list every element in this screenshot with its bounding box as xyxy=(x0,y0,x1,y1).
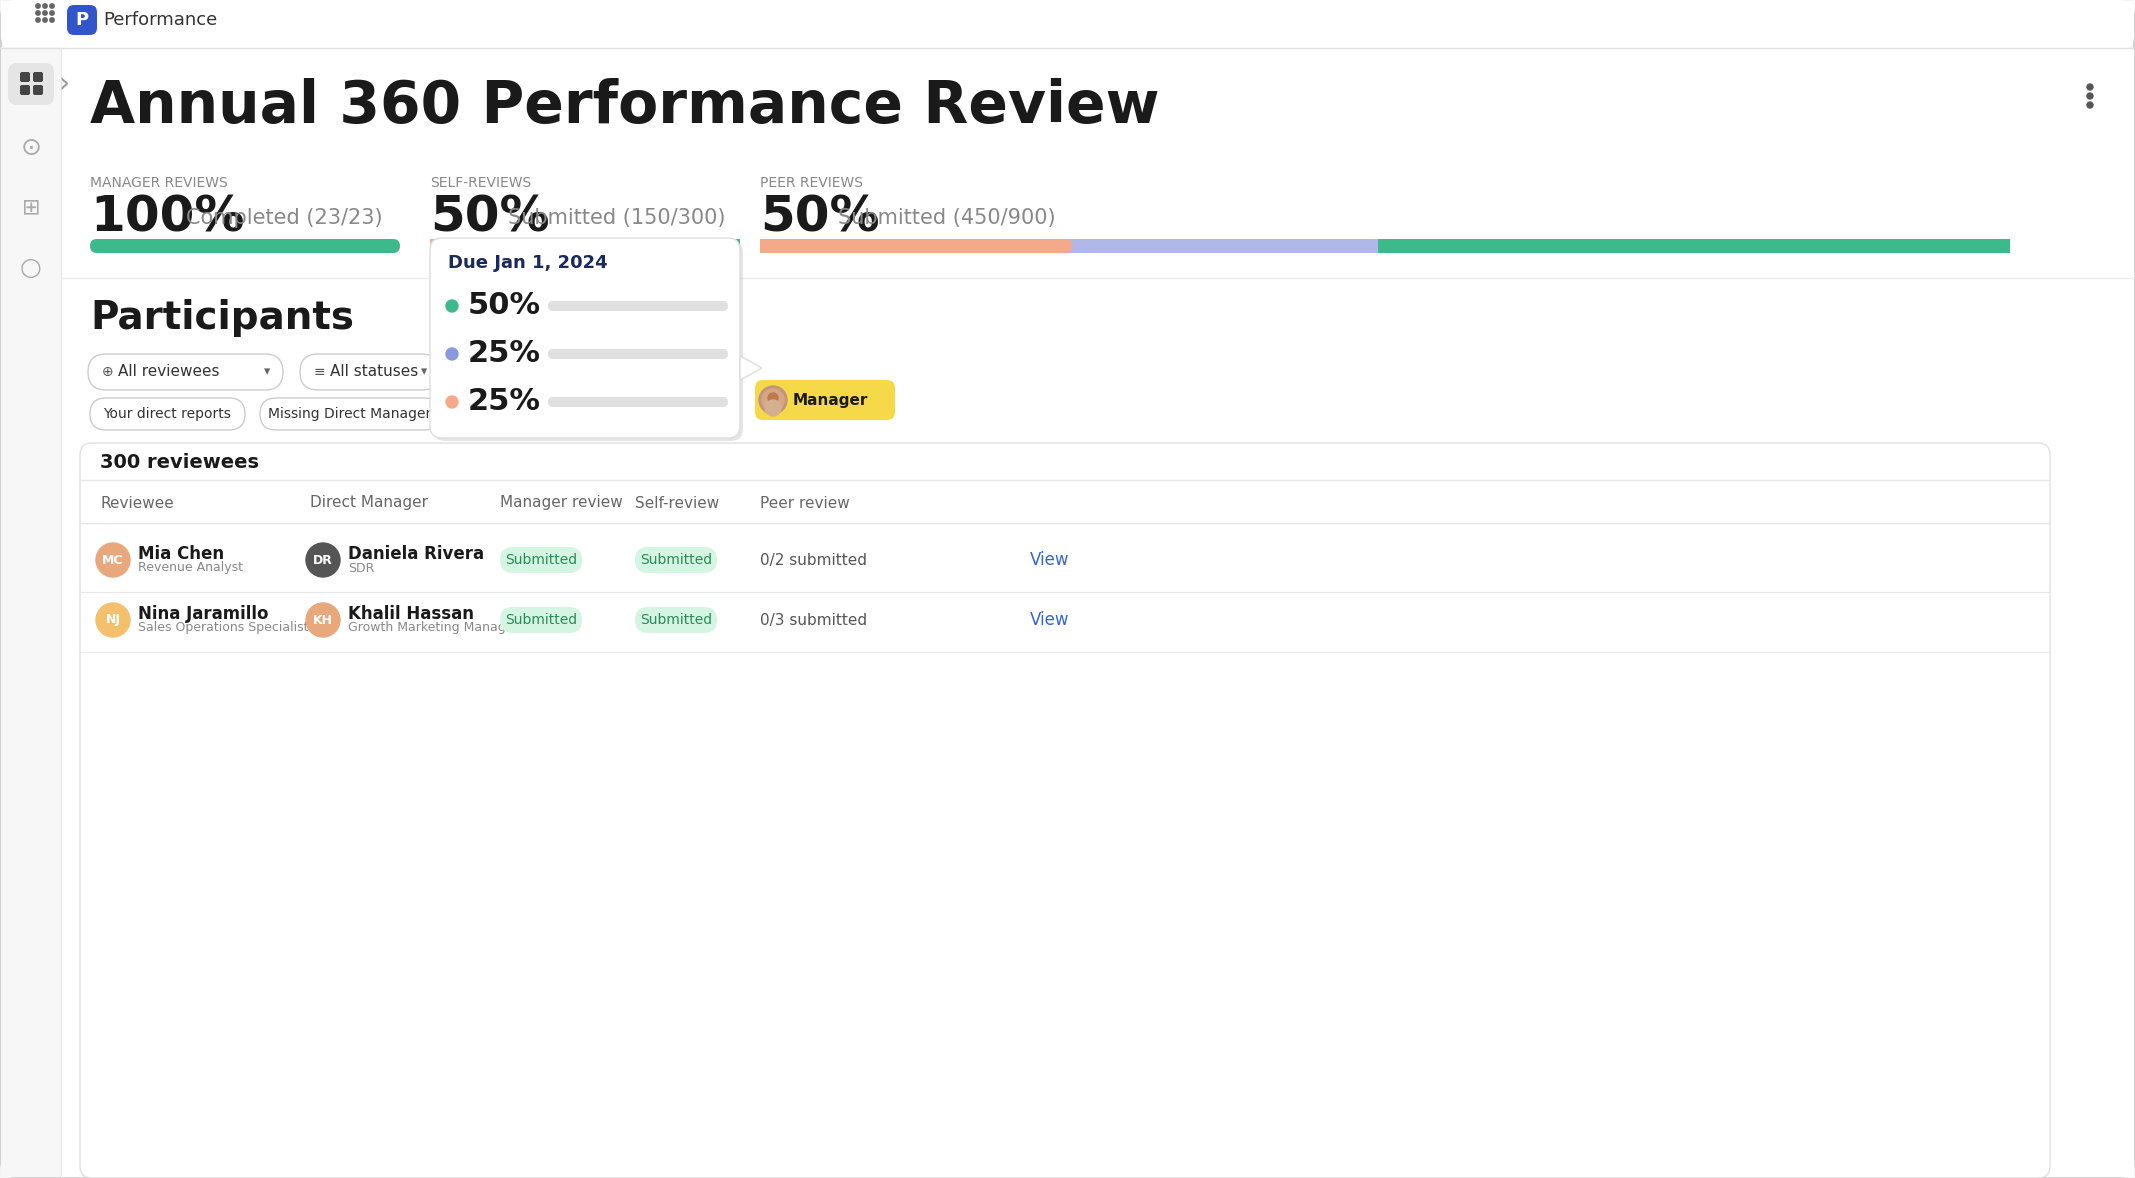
Bar xyxy=(500,239,591,253)
Circle shape xyxy=(305,543,339,577)
FancyBboxPatch shape xyxy=(549,302,728,311)
FancyBboxPatch shape xyxy=(301,355,440,390)
Text: 0/2 submitted: 0/2 submitted xyxy=(760,552,867,568)
Circle shape xyxy=(96,603,130,637)
FancyBboxPatch shape xyxy=(66,5,96,35)
Circle shape xyxy=(2088,93,2092,99)
Text: 50%: 50% xyxy=(468,291,540,320)
FancyBboxPatch shape xyxy=(1386,239,2009,253)
Circle shape xyxy=(49,11,53,15)
Circle shape xyxy=(96,543,130,577)
Text: Daniela Rivera: Daniela Rivera xyxy=(348,545,485,563)
Circle shape xyxy=(36,4,41,8)
Text: ≡: ≡ xyxy=(314,365,327,379)
Text: NJ: NJ xyxy=(105,614,120,627)
Text: P: P xyxy=(75,11,88,29)
Text: PEER REVIEWS: PEER REVIEWS xyxy=(760,176,863,190)
Text: Annual 360 Performance Review: Annual 360 Performance Review xyxy=(90,78,1159,134)
FancyBboxPatch shape xyxy=(500,547,583,573)
Text: Growth Marketing Manager: Growth Marketing Manager xyxy=(348,622,519,635)
Circle shape xyxy=(446,300,459,312)
Circle shape xyxy=(305,603,339,637)
Text: DR: DR xyxy=(314,554,333,567)
Text: All reviewees: All reviewees xyxy=(117,364,220,379)
Text: Submitted: Submitted xyxy=(640,552,713,567)
Text: ▾: ▾ xyxy=(265,365,271,378)
Text: View: View xyxy=(1029,611,1070,629)
Text: ⊞: ⊞ xyxy=(21,198,41,218)
Text: ⊙: ⊙ xyxy=(21,135,41,160)
Bar xyxy=(1065,239,1392,253)
FancyBboxPatch shape xyxy=(260,398,440,430)
Text: 25%: 25% xyxy=(468,339,540,369)
FancyBboxPatch shape xyxy=(32,72,43,82)
Text: Submitted: Submitted xyxy=(640,613,713,627)
Text: Missing Direct Manager: Missing Direct Manager xyxy=(269,408,431,421)
Bar xyxy=(760,239,1080,253)
FancyBboxPatch shape xyxy=(634,547,717,573)
FancyBboxPatch shape xyxy=(32,85,43,95)
FancyBboxPatch shape xyxy=(429,238,741,438)
Text: Revenue Analyst: Revenue Analyst xyxy=(139,562,243,575)
Text: 50%: 50% xyxy=(429,194,549,241)
Bar xyxy=(0,47,62,49)
FancyBboxPatch shape xyxy=(19,72,30,82)
Text: View: View xyxy=(1029,551,1070,569)
Text: ›: › xyxy=(58,70,70,98)
Text: Nina Jaramillo: Nina Jaramillo xyxy=(139,605,269,623)
Circle shape xyxy=(769,393,777,403)
Text: ○: ○ xyxy=(19,256,43,280)
FancyBboxPatch shape xyxy=(549,349,728,359)
FancyBboxPatch shape xyxy=(500,607,583,633)
Text: MANAGER REVIEWS: MANAGER REVIEWS xyxy=(90,176,228,190)
Bar xyxy=(429,239,515,253)
Text: 100%: 100% xyxy=(90,194,246,241)
Circle shape xyxy=(36,11,41,15)
Text: Participants: Participants xyxy=(90,299,354,337)
FancyBboxPatch shape xyxy=(549,397,728,408)
Text: KH: KH xyxy=(314,614,333,627)
Polygon shape xyxy=(741,356,762,380)
FancyBboxPatch shape xyxy=(455,398,581,430)
Circle shape xyxy=(760,386,788,413)
Text: Performance: Performance xyxy=(102,11,218,29)
Text: 50%: 50% xyxy=(760,194,880,241)
Text: ⊕: ⊕ xyxy=(102,365,113,379)
Text: MC: MC xyxy=(102,554,124,567)
Text: Mia Chen: Mia Chen xyxy=(139,545,224,563)
Circle shape xyxy=(2088,84,2092,90)
Bar xyxy=(579,239,741,253)
Circle shape xyxy=(43,18,47,22)
Bar xyxy=(0,1,2135,38)
Text: Reviewee: Reviewee xyxy=(100,496,173,510)
Text: Completed (23/23): Completed (23/23) xyxy=(186,209,382,229)
Text: SDR: SDR xyxy=(348,562,374,575)
Circle shape xyxy=(2088,102,2092,108)
Circle shape xyxy=(43,4,47,8)
Circle shape xyxy=(764,401,781,416)
Text: Submitted (150/300): Submitted (150/300) xyxy=(508,209,726,229)
Text: Due Jan 1, 2024: Due Jan 1, 2024 xyxy=(448,254,608,272)
FancyBboxPatch shape xyxy=(760,239,2009,253)
Text: Submitted (450/900): Submitted (450/900) xyxy=(839,209,1055,229)
Text: 0/3 submitted: 0/3 submitted xyxy=(760,613,867,628)
FancyBboxPatch shape xyxy=(585,239,741,253)
Text: Missing peers: Missing peers xyxy=(470,408,566,421)
Circle shape xyxy=(446,396,459,408)
Text: ▾: ▾ xyxy=(421,365,427,378)
FancyBboxPatch shape xyxy=(19,85,30,95)
Text: Manager review: Manager review xyxy=(500,496,623,510)
FancyBboxPatch shape xyxy=(433,241,743,441)
Text: All statuses: All statuses xyxy=(331,364,418,379)
Circle shape xyxy=(43,11,47,15)
FancyBboxPatch shape xyxy=(90,398,246,430)
Bar xyxy=(0,48,62,1177)
Text: Direct Manager: Direct Manager xyxy=(310,496,427,510)
Bar xyxy=(1377,239,2009,253)
Text: Manager: Manager xyxy=(792,392,869,408)
Text: Submitted: Submitted xyxy=(506,613,576,627)
Text: 300 reviewees: 300 reviewees xyxy=(100,454,258,472)
FancyBboxPatch shape xyxy=(634,607,717,633)
FancyBboxPatch shape xyxy=(429,239,508,253)
